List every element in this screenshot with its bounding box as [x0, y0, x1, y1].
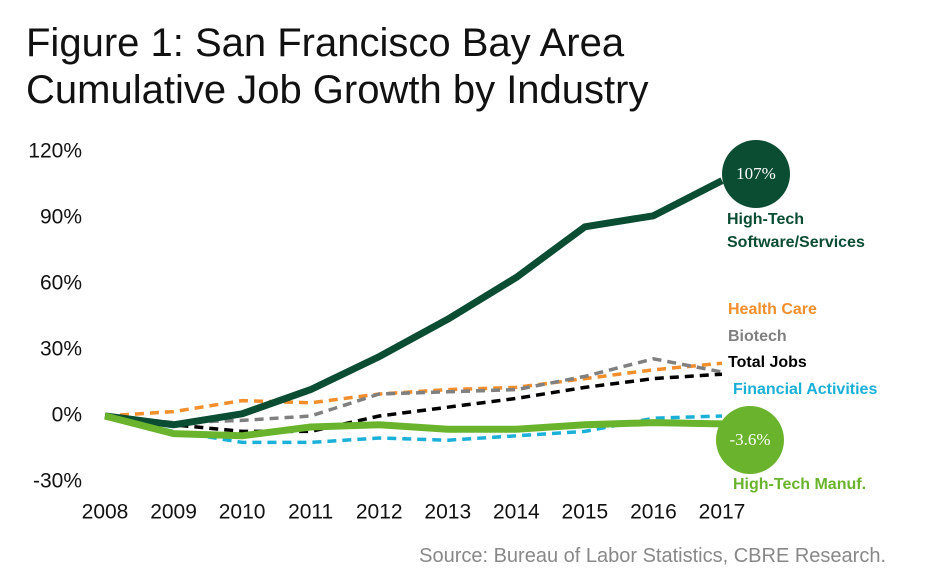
y-tick-label: 120% [28, 140, 82, 163]
x-tick-label: 2008 [82, 501, 129, 524]
value-label: 107% [736, 164, 776, 183]
x-tick-label: 2011 [288, 501, 333, 524]
x-tick-label: 2010 [219, 501, 266, 524]
series-label: Total Jobs [728, 354, 807, 371]
x-tick-label: 2014 [493, 501, 540, 524]
x-tick-label: 2015 [562, 501, 609, 524]
source-note: Source: Bureau of Labor Statistics, CBRE… [419, 545, 886, 567]
series-label: High-Tech Manuf. [733, 476, 867, 493]
x-tick-label: 2017 [699, 501, 746, 524]
x-tick-label: 2009 [150, 501, 197, 524]
series-label: High-Tech Software/Services [727, 211, 865, 251]
y-tick-label: -30% [33, 470, 82, 493]
series-label: Financial Activities [733, 381, 878, 398]
series-line [104, 412, 723, 440]
y-tick-label: 90% [40, 206, 82, 229]
value-bubble [716, 406, 784, 474]
series-label: Health Care [728, 301, 817, 318]
x-tick-label: 2016 [630, 501, 677, 524]
series-line [104, 361, 723, 418]
series-line [104, 357, 723, 425]
y-tick-label: 60% [40, 272, 82, 295]
series-line [104, 177, 724, 429]
y-tick-label: 30% [40, 338, 82, 361]
series-label: Biotech [728, 328, 787, 345]
value-bubble [722, 140, 790, 208]
x-tick-label: 2013 [424, 501, 471, 524]
y-tick-label: 0% [52, 404, 82, 427]
chart-title: Figure 1: San Francisco Bay Area Cumulat… [26, 21, 649, 112]
value-label: -3.6% [729, 430, 770, 449]
x-tick-label: 2012 [356, 501, 403, 524]
